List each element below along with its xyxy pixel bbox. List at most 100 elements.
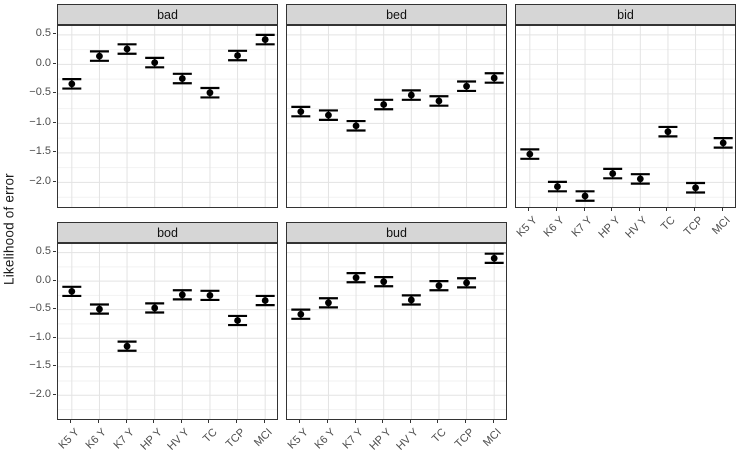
point-estimate	[96, 305, 103, 313]
point-estimate	[151, 59, 159, 66]
point-estimate	[234, 52, 241, 59]
y-tick-mark	[53, 121, 56, 123]
point-estimate	[380, 101, 388, 108]
x-tick-mark	[465, 420, 467, 423]
y-tick-label: 0.0	[35, 273, 51, 286]
point-estimate	[609, 170, 617, 177]
pointrange-bod-k6-y	[89, 303, 109, 315]
y-tick-mark	[53, 92, 56, 94]
point-estimate	[581, 192, 589, 200]
pointrange-bed-k6-y	[318, 109, 338, 121]
y-tick-label: −0.5	[29, 86, 51, 99]
point-estimate	[407, 91, 415, 99]
pointrange-bod-hp-y	[145, 302, 165, 314]
point-estimate	[178, 75, 186, 82]
y-tick-label: −1.5	[29, 359, 51, 372]
point-estimate	[297, 108, 305, 115]
x-tick-mark	[694, 208, 696, 211]
point-estimate	[463, 82, 470, 90]
point-estimate	[463, 279, 470, 287]
y-tick-mark	[53, 308, 56, 310]
x-tick-mark	[208, 420, 210, 423]
facet-panel-bad	[57, 25, 278, 208]
pointrange-bad-hv-y	[172, 72, 192, 85]
x-tick-mark	[721, 208, 723, 211]
x-tick-mark	[583, 208, 585, 211]
pointrange-bed-mci	[484, 72, 504, 84]
x-tick-mark	[409, 420, 411, 423]
y-tick-label: −2.0	[29, 387, 51, 400]
point-estimate	[325, 299, 332, 307]
pointrange-bid-k7-y	[575, 190, 595, 202]
point-estimate	[719, 139, 727, 147]
point-estimate	[490, 254, 498, 262]
facet-strip-label: bud	[386, 225, 407, 240]
point-estimate	[123, 342, 131, 350]
y-tick-mark	[53, 251, 56, 253]
point-estimate	[692, 184, 699, 192]
facet-panel-bud	[286, 243, 507, 420]
point-estimate	[96, 52, 103, 60]
pointrange-bod-k5-y	[62, 285, 82, 298]
pointrange-bud-hv-y	[401, 294, 421, 306]
facet-strip-label: bod	[157, 225, 178, 240]
facet-strip-bad: bad	[57, 4, 278, 25]
pointrange-bad-k5-y	[62, 78, 82, 90]
point-estimate	[554, 183, 561, 190]
pointrange-bid-hv-y	[630, 173, 650, 185]
point-estimate	[435, 282, 443, 290]
pointrange-bad-mci	[255, 33, 275, 46]
point-estimate	[636, 175, 644, 183]
point-estimate	[325, 111, 332, 119]
facet-panel-bid	[515, 25, 736, 208]
y-tick-label: 0.5	[35, 27, 51, 40]
facet-strip-label: bid	[617, 7, 634, 22]
pointrange-bid-tc	[658, 125, 678, 138]
point-estimate	[664, 128, 672, 136]
facet-strip-bud: bud	[286, 222, 507, 243]
pointrange-bed-hp-y	[374, 98, 394, 111]
pointrange-bad-tcp	[228, 49, 248, 62]
y-tick-label: 0.0	[35, 56, 51, 69]
x-tick-mark	[70, 420, 72, 423]
y-tick-label: −0.5	[29, 302, 51, 315]
point-estimate	[352, 274, 360, 282]
x-tick-mark	[611, 208, 613, 211]
facet-strip-bed: bed	[286, 4, 507, 25]
y-tick-mark	[53, 62, 56, 64]
point-estimate	[178, 291, 186, 299]
point-estimate	[407, 296, 415, 304]
x-tick-mark	[382, 420, 384, 423]
x-tick-mark	[666, 208, 668, 211]
x-tick-mark	[555, 208, 557, 211]
pointrange-bud-tc	[429, 280, 449, 292]
point-estimate	[352, 122, 360, 130]
pointrange-bid-k6-y	[547, 180, 567, 193]
point-estimate	[380, 278, 388, 286]
y-tick-label: −1.0	[29, 115, 51, 128]
y-tick-mark	[53, 180, 56, 182]
x-tick-mark	[299, 420, 301, 423]
pointrange-bud-k7-y	[346, 272, 366, 284]
point-estimate	[526, 150, 534, 158]
x-tick-mark	[437, 420, 439, 423]
y-tick-label: −1.0	[29, 330, 51, 343]
pointrange-bid-mci	[713, 137, 733, 149]
pointrange-bad-k6-y	[89, 50, 109, 62]
facet-panel-bed	[286, 25, 507, 208]
point-estimate	[206, 89, 214, 97]
y-tick-label: 0.5	[35, 245, 51, 258]
point-estimate	[261, 36, 269, 43]
x-tick-mark	[492, 420, 494, 423]
pointrange-bed-hv-y	[401, 89, 421, 101]
x-tick-mark	[354, 420, 356, 423]
x-tick-mark	[153, 420, 155, 423]
x-tick-mark	[528, 208, 530, 211]
facet-strip-label: bad	[157, 7, 178, 22]
y-tick-mark	[53, 393, 56, 395]
point-estimate	[435, 97, 443, 105]
y-tick-mark	[53, 151, 56, 153]
y-tick-mark	[53, 365, 56, 367]
point-estimate	[68, 80, 76, 88]
